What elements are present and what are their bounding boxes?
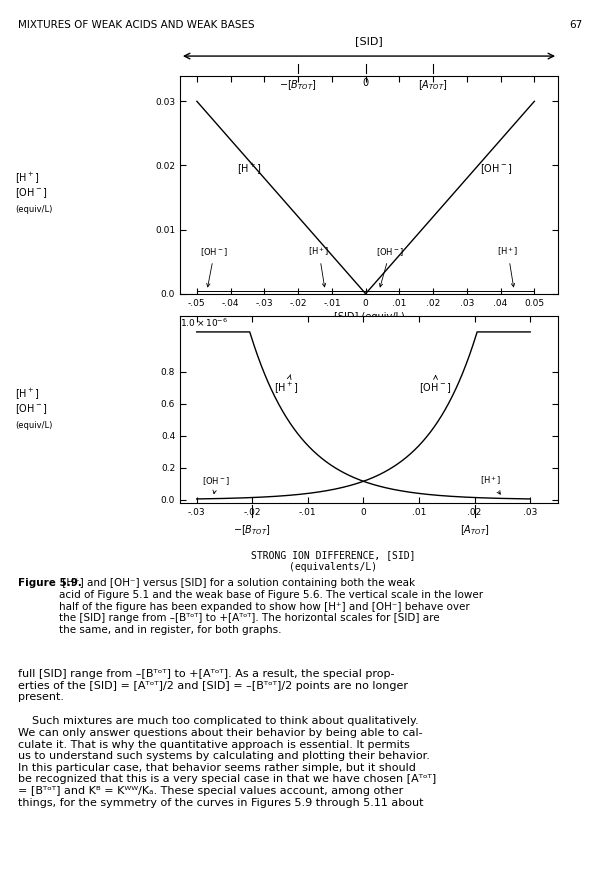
Text: 67: 67 (569, 20, 582, 29)
Text: [H⁺] and [OH⁻] versus [SID] for a solution containing both the weak
acid of Figu: [H⁺] and [OH⁻] versus [SID] for a soluti… (59, 578, 483, 635)
Text: [OH$^-$]: [OH$^-$] (376, 247, 404, 287)
Text: [SID]: [SID] (355, 36, 383, 46)
X-axis label: [SID] (equiv/L): [SID] (equiv/L) (334, 312, 404, 321)
Text: [OH$^-$]: [OH$^-$] (202, 474, 230, 494)
Text: [H$^+$]: [H$^+$] (15, 386, 40, 400)
Text: [H$^+$]: [H$^+$] (15, 171, 40, 185)
Text: (equiv/L): (equiv/L) (15, 421, 52, 430)
Text: [OH$^-$]: [OH$^-$] (15, 402, 47, 417)
Text: $-[B_{TOT}]$: $-[B_{TOT}]$ (233, 522, 271, 537)
Text: [OH$^-$]: [OH$^-$] (481, 162, 513, 175)
Text: STRONG ION DIFFERENCE, [SID]: STRONG ION DIFFERENCE, [SID] (251, 550, 415, 560)
Text: (equivalents/L): (equivalents/L) (289, 562, 377, 572)
Text: $[A_{TOT}]$: $[A_{TOT}]$ (460, 522, 490, 537)
Text: [OH$^-$]: [OH$^-$] (15, 186, 47, 200)
Text: $[A_{TOT}]$: $[A_{TOT}]$ (418, 78, 448, 93)
Text: [H$^+$]: [H$^+$] (308, 246, 329, 287)
Text: $-[B_{TOT}]$: $-[B_{TOT}]$ (279, 78, 317, 93)
Text: [OH$^-$]: [OH$^-$] (419, 376, 452, 395)
Text: [H$^+$]: [H$^+$] (480, 474, 502, 494)
Text: MIXTURES OF WEAK ACIDS AND WEAK BASES: MIXTURES OF WEAK ACIDS AND WEAK BASES (18, 20, 254, 29)
Text: $1.0\times10^{-6}$: $1.0\times10^{-6}$ (180, 316, 228, 328)
Text: [H$^+$]: [H$^+$] (497, 246, 518, 287)
Text: [H$^+$]: [H$^+$] (238, 161, 262, 175)
Text: Such mixtures are much too complicated to think about qualitatively.
We can only: Such mixtures are much too complicated t… (18, 716, 436, 807)
Text: [H$^+$]: [H$^+$] (275, 375, 299, 395)
Text: [OH$^-$]: [OH$^-$] (200, 247, 229, 287)
Text: 0: 0 (362, 78, 368, 88)
Text: (equiv/L): (equiv/L) (15, 205, 52, 214)
Text: full [SID] range from –[Bᵀᵒᵀ] to +[Aᵀᵒᵀ]. As a result, the special prop-
erties : full [SID] range from –[Bᵀᵒᵀ] to +[Aᵀᵒᵀ]… (18, 669, 408, 702)
Text: Figure 5.9.: Figure 5.9. (18, 578, 82, 588)
